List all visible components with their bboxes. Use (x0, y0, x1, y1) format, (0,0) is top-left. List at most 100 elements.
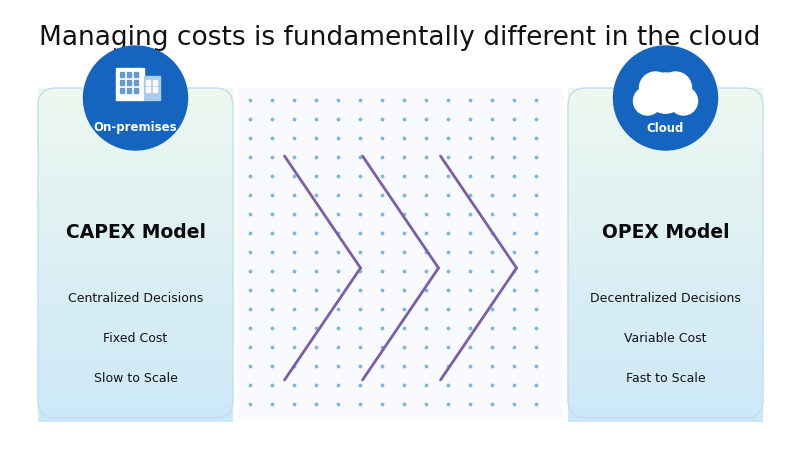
Bar (238, 88, 563, 418)
Bar (38, 119, 233, 123)
Circle shape (647, 77, 683, 113)
Bar (568, 214, 763, 218)
Bar (38, 272, 233, 276)
Circle shape (634, 87, 662, 115)
Bar (38, 345, 233, 349)
Bar (38, 108, 233, 112)
Bar (568, 103, 763, 107)
Bar (568, 350, 763, 353)
Bar (38, 394, 233, 397)
Bar (38, 219, 233, 222)
Bar (568, 108, 763, 112)
Bar (568, 250, 763, 253)
Bar (568, 216, 763, 220)
Bar (38, 214, 233, 218)
FancyBboxPatch shape (38, 88, 233, 418)
Bar (38, 212, 233, 216)
Bar (38, 405, 233, 409)
Bar (568, 106, 763, 110)
Bar (568, 391, 763, 395)
Bar (568, 352, 763, 355)
Bar (568, 287, 763, 291)
Bar (38, 185, 233, 189)
Bar (38, 416, 233, 419)
Bar (568, 161, 763, 165)
Bar (38, 177, 233, 180)
Text: Fast to Scale: Fast to Scale (626, 372, 706, 385)
Bar (38, 305, 233, 309)
Bar (568, 387, 763, 391)
Bar (568, 168, 763, 171)
Bar (568, 241, 763, 244)
Bar (38, 323, 233, 327)
Bar (568, 327, 763, 331)
Bar (38, 156, 233, 161)
Bar (38, 192, 233, 196)
Bar (38, 398, 233, 402)
Bar (568, 378, 763, 382)
Bar (568, 267, 763, 271)
Bar (38, 152, 233, 156)
Bar (568, 223, 763, 227)
Bar (568, 201, 763, 205)
Bar (568, 258, 763, 262)
Bar (568, 343, 763, 346)
Bar (568, 341, 763, 344)
Bar (38, 382, 233, 386)
Bar (568, 321, 763, 324)
Bar (568, 276, 763, 280)
Bar (38, 139, 233, 143)
Bar (38, 143, 233, 147)
Bar (38, 230, 233, 234)
Bar (568, 128, 763, 132)
Bar (38, 294, 233, 298)
Bar (568, 199, 763, 202)
Bar (38, 161, 233, 165)
Bar (568, 95, 763, 98)
Bar (568, 345, 763, 349)
Bar (568, 296, 763, 300)
Bar (568, 411, 763, 415)
Bar (38, 115, 233, 118)
Bar (568, 190, 763, 193)
Bar (115, 68, 143, 100)
Bar (568, 314, 763, 318)
Bar (568, 203, 763, 207)
Bar (38, 281, 233, 285)
Bar (38, 130, 233, 134)
Bar (38, 254, 233, 258)
Bar (568, 336, 763, 340)
Bar (38, 274, 233, 278)
Bar (568, 163, 763, 167)
Bar (38, 117, 233, 120)
Bar (568, 88, 763, 92)
Bar (38, 159, 233, 162)
Bar (38, 267, 233, 271)
Bar (38, 236, 233, 240)
Bar (38, 232, 233, 236)
Bar (568, 360, 763, 364)
Bar (38, 134, 233, 138)
Bar (568, 197, 763, 200)
Bar (38, 261, 233, 264)
Bar (568, 374, 763, 377)
Text: Managing costs is fundamentally different in the cloud: Managing costs is fundamentally differen… (39, 25, 761, 51)
Bar (568, 274, 763, 278)
Bar (38, 203, 233, 207)
Bar (38, 327, 233, 331)
Bar (38, 103, 233, 107)
Bar (38, 299, 233, 302)
Bar (38, 112, 233, 116)
Bar (568, 92, 763, 96)
Bar (568, 212, 763, 216)
Bar (568, 226, 763, 229)
Bar (568, 207, 763, 212)
Bar (568, 400, 763, 404)
Bar (134, 72, 138, 77)
Circle shape (639, 72, 671, 104)
Bar (568, 115, 763, 118)
Bar (134, 80, 138, 85)
Bar (38, 414, 233, 417)
Bar (38, 358, 233, 362)
Text: On-premises: On-premises (94, 121, 178, 134)
